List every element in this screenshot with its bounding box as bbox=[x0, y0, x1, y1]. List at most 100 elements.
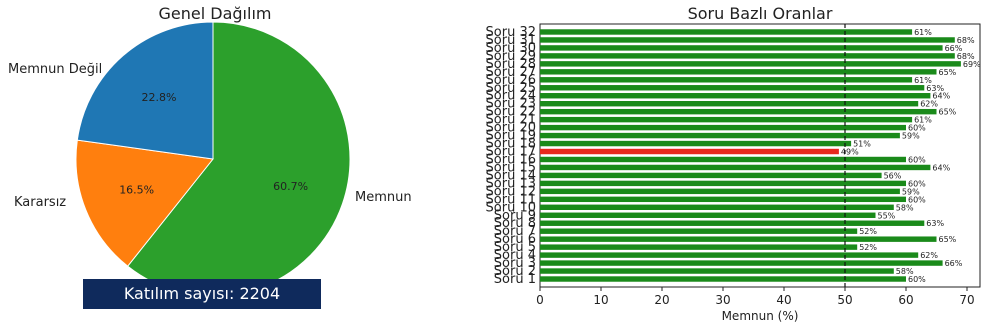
y-tick-label: Soru 26 bbox=[486, 73, 536, 88]
y-tick-label: Soru 14 bbox=[486, 168, 536, 183]
bar bbox=[540, 164, 931, 171]
bar-value-label: 66% bbox=[945, 259, 963, 268]
bar-value-label: 65% bbox=[939, 235, 957, 244]
x-tick-label: 0 bbox=[536, 293, 544, 307]
bar bbox=[540, 252, 919, 258]
bar-value-label: 55% bbox=[878, 211, 896, 220]
bar bbox=[540, 69, 937, 75]
bar bbox=[540, 100, 919, 107]
bar bbox=[540, 156, 906, 163]
bar-value-label: 52% bbox=[859, 243, 877, 252]
x-tick-label: 50 bbox=[837, 293, 852, 307]
bar-value-label: 64% bbox=[932, 92, 950, 101]
y-tick-label: Soru 18 bbox=[486, 137, 536, 152]
bar-value-label: 52% bbox=[859, 227, 877, 236]
y-tick-label: Soru 15 bbox=[486, 160, 536, 175]
bar bbox=[540, 260, 943, 266]
bar-value-label: 49% bbox=[841, 148, 859, 157]
y-tick-label: Soru 17 bbox=[486, 145, 536, 160]
pie-slice-memnun-de-il bbox=[76, 21, 214, 160]
bar bbox=[540, 244, 858, 250]
bar-value-label: 56% bbox=[884, 171, 902, 180]
y-tick-label: Soru 20 bbox=[486, 121, 536, 136]
bar-chart-title: Soru Bazlı Oranlar bbox=[687, 4, 833, 23]
pie-chart-title: Genel Dağılım bbox=[158, 4, 272, 23]
y-tick-label: Soru 16 bbox=[486, 152, 536, 167]
pie-slice-karars-z bbox=[75, 139, 214, 267]
pie-percent-label: 16.5% bbox=[119, 183, 154, 196]
bar bbox=[540, 93, 931, 99]
bar bbox=[540, 61, 961, 67]
pie-slice-label: Kararsız bbox=[14, 195, 66, 210]
bar-value-label: 61% bbox=[914, 76, 932, 85]
bar-value-label: 61% bbox=[914, 116, 932, 125]
x-tick-label: 20 bbox=[654, 293, 669, 307]
y-tick-label: Soru 8 bbox=[494, 216, 536, 231]
bar-value-label: 58% bbox=[896, 203, 914, 212]
y-tick-label: Soru 5 bbox=[494, 240, 536, 255]
bar-value-label: 59% bbox=[902, 187, 920, 196]
y-tick-label: Soru 21 bbox=[486, 113, 536, 128]
y-tick-label: Soru 11 bbox=[486, 192, 536, 207]
bar-value-label: 69% bbox=[963, 60, 981, 69]
y-tick-label: Soru 32 bbox=[486, 25, 536, 40]
bar bbox=[540, 37, 955, 43]
bar-value-label: 61% bbox=[914, 28, 932, 37]
bar-value-label: 59% bbox=[902, 132, 920, 141]
y-tick-label: Soru 6 bbox=[494, 232, 536, 247]
x-axis-label: Memnun (%) bbox=[722, 309, 799, 323]
bar-value-label: 58% bbox=[896, 267, 914, 276]
pie-slice-label: Memnun bbox=[355, 190, 412, 205]
y-tick-label: Soru 3 bbox=[494, 256, 536, 271]
participation-count-badge: Katılım sayısı: 2204 bbox=[83, 279, 321, 309]
pie-percent-label: 22.8% bbox=[142, 91, 177, 104]
bar bbox=[540, 45, 943, 51]
bar-value-label: 60% bbox=[908, 275, 926, 284]
y-tick-label: Soru 13 bbox=[486, 176, 536, 191]
y-tick-label: Soru 30 bbox=[486, 41, 536, 56]
bar bbox=[540, 140, 852, 147]
bar bbox=[540, 196, 906, 203]
y-tick-label: Soru 25 bbox=[486, 81, 536, 96]
y-tick-label: Soru 4 bbox=[494, 248, 536, 263]
bar bbox=[540, 228, 858, 234]
bar bbox=[540, 124, 906, 131]
y-tick-label: Soru 24 bbox=[486, 89, 536, 104]
x-tick-label: 30 bbox=[715, 293, 730, 307]
bar bbox=[540, 77, 913, 83]
y-tick-label: Soru 23 bbox=[486, 97, 536, 112]
bar bbox=[540, 53, 955, 59]
bar-value-label: 65% bbox=[939, 68, 957, 77]
pie-slice-label: Memnun Değil bbox=[8, 62, 102, 77]
bar bbox=[540, 204, 894, 211]
y-tick-label: Soru 12 bbox=[486, 184, 536, 199]
y-tick-label: Soru 9 bbox=[494, 208, 536, 223]
bar-value-label: 62% bbox=[920, 100, 938, 109]
pie-percent-label: 60.7% bbox=[273, 180, 308, 193]
bar-value-label: 60% bbox=[908, 155, 926, 164]
bar bbox=[540, 220, 925, 226]
y-tick-label: Soru 2 bbox=[494, 264, 536, 279]
bar-value-label: 68% bbox=[957, 36, 975, 45]
y-tick-label: Soru 31 bbox=[486, 33, 536, 48]
y-tick-label: Soru 28 bbox=[486, 57, 536, 72]
x-tick-label: 60 bbox=[898, 293, 913, 307]
bar-value-label: 68% bbox=[957, 52, 975, 61]
bar bbox=[540, 85, 925, 91]
bar-value-label: 63% bbox=[926, 84, 944, 93]
bar bbox=[540, 236, 937, 242]
bar-value-label: 65% bbox=[939, 108, 957, 117]
x-tick-label: 10 bbox=[593, 293, 608, 307]
bar bbox=[540, 132, 900, 139]
bar bbox=[540, 188, 900, 195]
bar bbox=[540, 148, 839, 155]
bar-value-label: 64% bbox=[932, 163, 950, 172]
bar bbox=[540, 212, 876, 218]
bar-value-label: 60% bbox=[908, 124, 926, 133]
bar-value-label: 62% bbox=[920, 251, 938, 260]
x-tick-label: 40 bbox=[776, 293, 791, 307]
plot-frame bbox=[539, 23, 981, 288]
y-tick-label: Soru 1 bbox=[494, 272, 536, 287]
bar-value-label: 60% bbox=[908, 195, 926, 204]
